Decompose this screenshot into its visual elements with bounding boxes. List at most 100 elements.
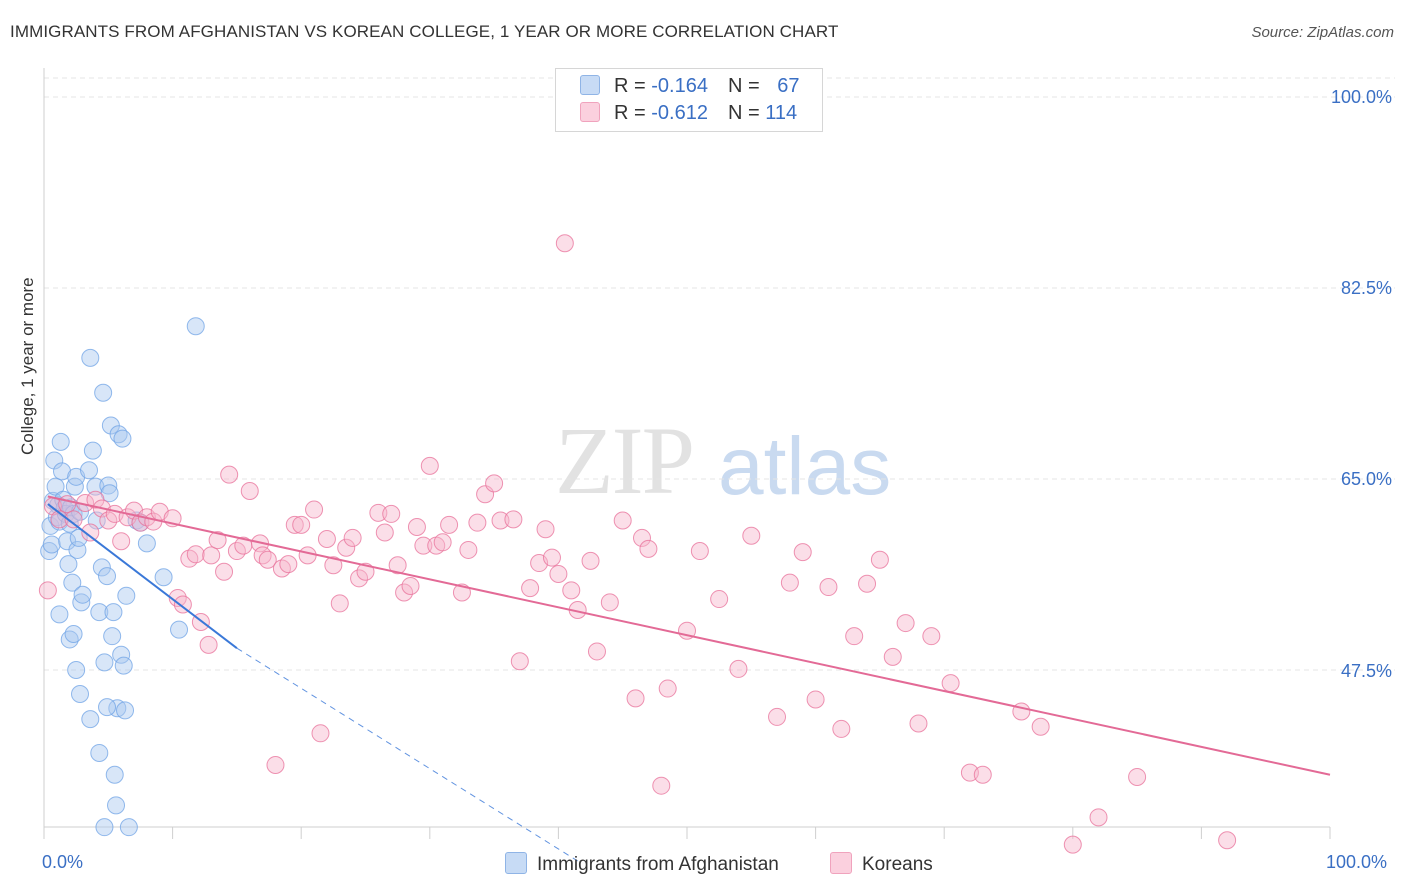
afghanistan-point [137,534,156,553]
korean-point [729,659,748,678]
korean-point [298,546,317,565]
korean-point [395,583,414,602]
afghanistan-point [64,504,83,523]
korean-point [285,515,304,534]
afghanistan-point [117,586,136,605]
afghanistan-point [73,585,92,604]
korean-point [330,594,349,613]
korean-point [504,510,523,529]
afghanistan-point [92,558,111,577]
afghanistan-point [42,535,61,554]
korean-point [896,614,915,633]
korean-point [793,543,812,562]
afghanistan-point [64,624,83,643]
korean-point [215,562,234,581]
korean-point [324,556,343,575]
bottom-legend-swatch-koreans [830,852,852,874]
n-value: 114 [765,102,798,124]
korean-point [1218,831,1237,850]
korean-point [38,581,57,600]
korean-point [806,690,825,709]
korean-point [1089,808,1108,827]
afghanistan-point [63,573,82,592]
watermark-zip: ZIP [555,407,695,514]
afghanistan-point [94,383,113,402]
korean-point [652,776,671,795]
korean-point [587,642,606,661]
korean-point [639,539,658,558]
afghanistan-point [99,476,118,495]
korean-point [199,635,218,654]
korean-point [58,495,77,514]
korean-point [581,551,600,570]
korean-point [909,714,928,733]
r-value: -0.612 [651,102,708,124]
korean-point [369,503,388,522]
afghanistan-point [95,653,114,672]
y-axis-label: College, 1 year or more [18,277,37,455]
afghanistan-point [53,462,72,481]
korean-point [337,538,356,557]
korean-point [845,627,864,646]
korean-point [407,518,426,537]
afghanistan-point [65,477,84,496]
korean-point [710,590,729,609]
korean-point [1128,767,1147,786]
korean-point [433,533,452,552]
korean-point [549,564,568,583]
chart-title: IMMIGRANTS FROM AFGHANISTAN VS KOREAN CO… [10,22,839,41]
korean-point [220,465,239,484]
korean-point [279,555,298,574]
korean-point [375,523,394,542]
y-tick-label: 100.0% [1330,87,1392,107]
bottom-legend-label: Koreans [862,854,933,875]
korean-point [356,562,375,581]
korean-point [240,482,259,501]
korean-point [536,520,555,539]
korean-point [658,679,677,698]
legend-swatch-afghanistan [580,75,600,95]
korean-point [690,542,709,561]
korean-point [973,765,992,784]
afghanistan-point [103,627,122,646]
korean-point [491,511,510,530]
afghanistan-point [90,743,109,762]
afghanistan-point [119,818,138,837]
afghanistan-point [59,555,78,574]
korean-point [941,674,960,693]
afghanistan-point [170,620,189,639]
bottom-legend-label: Immigrants from Afghanistan [537,854,779,875]
bottom-legend-afghanistan: Immigrants from Afghanistan [505,852,779,876]
afghanistan-point [81,710,100,729]
afghanistan-point [107,796,126,815]
afghanistan-trend-extension [236,647,578,862]
afghanistan-point [51,432,70,451]
korean-point [266,755,285,774]
afghanistan-point [83,441,102,460]
korean-point [350,569,369,588]
korean-point [1063,835,1082,854]
afghanistan-point [104,603,123,622]
x-tick-label: 0.0% [42,852,84,872]
y-tick-label: 65.0% [1340,469,1392,489]
korean-point [870,550,889,569]
korean-point [459,540,478,559]
korean-point [832,719,851,738]
korean-point [311,724,330,743]
korean-point [562,581,581,600]
afghanistan-point [186,317,205,336]
n-value: 67 [777,75,800,97]
afghanistan-point [116,701,135,720]
afghanistan-point [113,429,132,448]
korean-point [780,573,799,592]
afghanistan-point [90,603,109,622]
korean-point [99,511,118,530]
korean-point [922,627,941,646]
afghanistan-point [95,818,114,837]
afghanistan-point [50,605,69,624]
legend-row-afghanistan: R = -0.164 N = 67 [580,75,799,101]
afghanistan-point [71,685,90,704]
korean-point [613,511,632,530]
korean-point [343,528,362,547]
